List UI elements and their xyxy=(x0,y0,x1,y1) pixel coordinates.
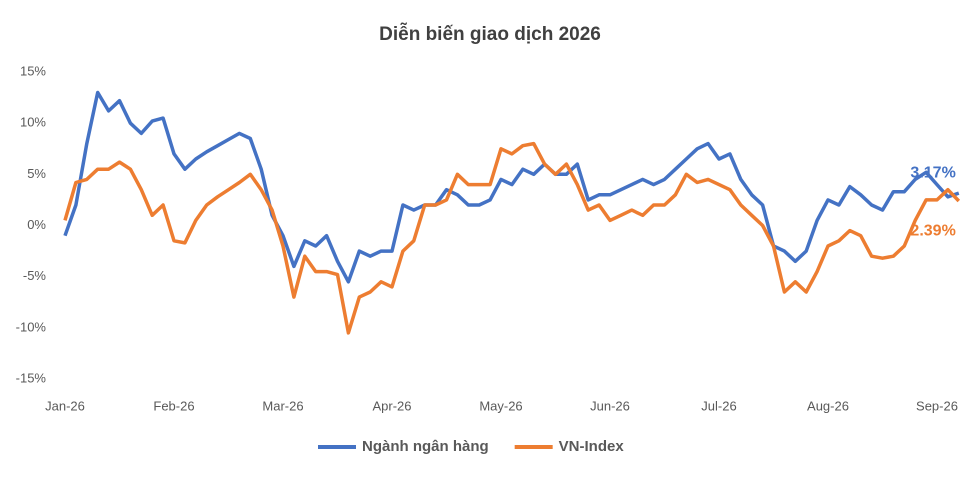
y-tick-label: 5% xyxy=(27,166,46,181)
x-tick-label: Jun-26 xyxy=(590,398,630,413)
legend-label: VN-Index xyxy=(559,438,625,455)
series-line xyxy=(63,141,961,335)
x-tick-label: Aug-26 xyxy=(807,398,849,413)
y-tick-label: 0% xyxy=(27,217,46,232)
x-tick-label: Feb-26 xyxy=(153,398,194,413)
legend-label: Ngành ngân hàng xyxy=(362,438,489,455)
x-tick-label: Sep-26 xyxy=(916,398,958,413)
x-tick-label: Mar-26 xyxy=(262,398,303,413)
x-tick-label: Apr-26 xyxy=(372,398,411,413)
series-line xyxy=(63,90,960,284)
x-tick-label: May-26 xyxy=(479,398,522,413)
chart-title: Diễn biến giao dịch 2026 xyxy=(379,23,601,45)
end-label: 3.17% xyxy=(910,164,955,181)
x-tick-label: Jan-26 xyxy=(45,398,85,413)
y-tick-label: -5% xyxy=(23,268,47,283)
y-tick-label: -15% xyxy=(16,370,47,385)
y-tick-label: -10% xyxy=(16,319,47,334)
y-tick-label: 10% xyxy=(20,115,46,130)
end-label: 2.39% xyxy=(910,222,955,239)
y-tick-label: 15% xyxy=(20,63,46,78)
x-tick-label: Jul-26 xyxy=(701,398,736,413)
